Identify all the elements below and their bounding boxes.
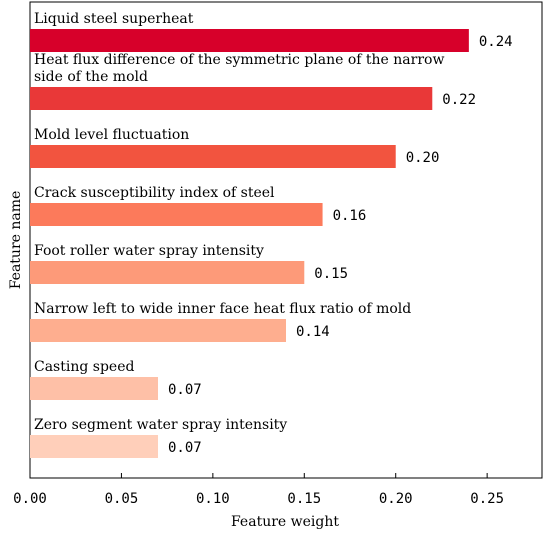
bar-0 — [30, 29, 469, 52]
bar-label-7: Zero segment water spray intensity — [34, 417, 287, 433]
value-label-7: 0.07 — [168, 440, 202, 456]
value-label-6: 0.07 — [168, 382, 202, 398]
bar-label-2: Mold level fluctuation — [34, 127, 189, 143]
bar-3 — [30, 203, 323, 226]
bar-label-3: Crack susceptibility index of steel — [34, 185, 275, 201]
bar-label-5: Narrow left to wide inner face heat flux… — [34, 301, 411, 317]
bar-label-4: Foot roller water spray intensity — [34, 243, 264, 259]
x-axis-title: Feature weight — [231, 514, 339, 530]
bar-7 — [30, 435, 158, 458]
bar-4 — [30, 261, 305, 284]
x-tick-label-5: 0.25 — [470, 491, 504, 507]
bar-label-0: Liquid steel superheat — [34, 11, 194, 27]
plot-frame — [29, 1, 543, 479]
y-axis-title: Feature name — [8, 191, 24, 290]
bar-5 — [30, 319, 286, 342]
value-label-5: 0.14 — [296, 324, 330, 340]
bar-label-6: Casting speed — [34, 359, 134, 375]
bar-6 — [30, 377, 158, 400]
x-tick-label-1: 0.05 — [105, 491, 139, 507]
x-tick-label-4: 0.20 — [379, 491, 413, 507]
x-tick-label-2: 0.10 — [196, 491, 230, 507]
value-label-4: 0.15 — [314, 266, 348, 282]
bars-layer: Liquid steel superheat 0.24 Heat flux diff… — [30, 11, 513, 458]
x-tick-label-0: 0.00 — [13, 491, 47, 507]
value-label-1: 0.22 — [442, 92, 476, 108]
bar-2 — [30, 145, 396, 168]
x-axis-ticks: 0.00 0.05 0.10 0.15 0.20 0.25 — [13, 473, 504, 507]
bar-label-1-line-0: Heat flux difference of the symmetric pl… — [34, 52, 444, 68]
x-tick-label-3: 0.15 — [287, 491, 321, 507]
bar-1 — [30, 87, 433, 110]
value-label-2: 0.20 — [406, 150, 440, 166]
bar-label-1-line-1: side of the mold — [34, 69, 148, 85]
value-label-0: 0.24 — [479, 34, 513, 50]
value-label-3: 0.16 — [333, 208, 367, 224]
